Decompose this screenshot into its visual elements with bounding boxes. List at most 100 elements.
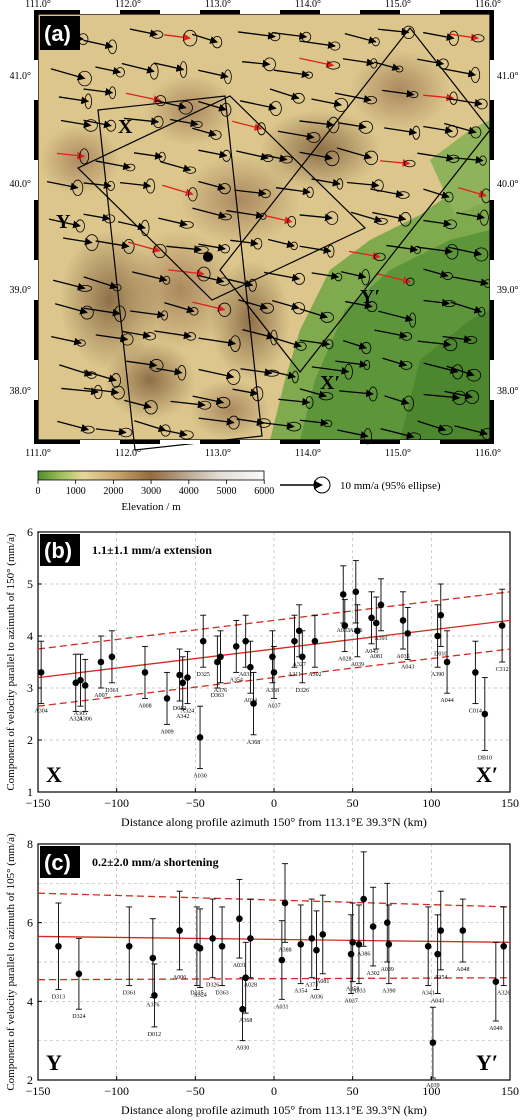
map-panel: X Y X′ Y′ [10, 0, 519, 513]
panel-tag-bg [40, 846, 80, 878]
lat-tick-label-right: 41.0° [497, 71, 519, 82]
station-label: A324 [181, 709, 194, 715]
data-point [176, 927, 183, 934]
error-ellipse [290, 241, 298, 251]
velocity-vector [378, 310, 414, 323]
velocity-vector [51, 336, 83, 346]
data-point [196, 944, 204, 952]
panel-tag-bg [40, 534, 80, 566]
velocity-vector [226, 209, 264, 220]
velocity-vector [131, 271, 168, 283]
velocity-vector [374, 329, 408, 339]
x-tick-label: 150 [501, 796, 519, 810]
error-ellipse [326, 61, 341, 70]
station-label: A358 [266, 688, 279, 694]
error-ellipse [257, 418, 271, 428]
velocity-vector [59, 364, 93, 377]
station-label: A302 [366, 971, 379, 977]
velocity-vector [61, 387, 99, 396]
error-ellipse [320, 311, 334, 323]
velocity-vector [122, 330, 151, 339]
velocity-vector [311, 366, 350, 375]
error-ellipse [184, 166, 197, 174]
station-label: A311 [288, 672, 301, 678]
error-ellipse [229, 335, 241, 352]
velocity-vector [423, 219, 452, 228]
error-ellipse [409, 91, 419, 99]
error-ellipse [401, 332, 413, 341]
station-label: D361 [123, 991, 136, 997]
velocity-vector [83, 307, 121, 317]
velocity-vector [164, 33, 191, 42]
data-point [218, 942, 226, 950]
velocity-vector [261, 154, 288, 163]
velocity-vector [442, 67, 477, 78]
data-point [498, 622, 506, 629]
data-point [399, 617, 407, 624]
error-ellipse [106, 180, 115, 191]
velocity-vector [156, 99, 187, 110]
velocity-vector [117, 221, 146, 231]
velocity-vector [129, 28, 158, 38]
data-point [385, 941, 393, 948]
error-ellipse [197, 266, 211, 282]
error-ellipse [373, 252, 386, 262]
error-ellipse [115, 67, 125, 78]
y-axis-label: Component of velocity parallel to azimut… [5, 533, 17, 791]
fit-annotation: 0.2±2.0 mm/a shortening [92, 855, 219, 869]
velocity-vector [311, 98, 342, 108]
data-point [437, 927, 445, 934]
error-ellipse [445, 244, 459, 260]
lon-tick-label-top: 115.0° [385, 0, 411, 10]
profile-chart-b: −150 −100 −50 0 50 100 150123456A304A324A305A3… [5, 525, 519, 829]
error-ellipse [292, 302, 306, 315]
velocity-vector [338, 122, 367, 131]
error-ellipse [400, 360, 413, 370]
error-ellipse [72, 179, 84, 196]
error-ellipse [260, 189, 271, 199]
velocity-vector [456, 212, 485, 221]
velocity-vector [198, 149, 228, 159]
station-label: A043 [431, 998, 444, 1004]
error-ellipse [448, 30, 459, 46]
data-point [404, 630, 412, 637]
velocity-vector [134, 420, 167, 433]
velocity-vector [345, 300, 373, 310]
station-label: A048 [456, 967, 469, 973]
velocity-vector [417, 340, 452, 348]
error-ellipse [280, 155, 293, 164]
velocity-vector [384, 395, 410, 406]
data-point [429, 1039, 437, 1046]
error-ellipse [479, 209, 489, 226]
velocity-vector [442, 335, 472, 343]
velocity-vector [446, 365, 475, 377]
velocity-vector [344, 32, 377, 44]
velocity-vector [267, 238, 295, 248]
error-ellipse [270, 329, 278, 346]
error-ellipse [295, 341, 307, 351]
lon-tick-label-bottom: 115.0° [385, 448, 411, 459]
velocity-vector [270, 370, 297, 380]
data-point [354, 627, 361, 635]
data-point [481, 710, 489, 718]
velocity-vector [417, 58, 445, 67]
lat-tick-label-right: 40.0° [497, 179, 519, 190]
error-ellipse [329, 41, 341, 51]
velocity-vector [278, 397, 311, 406]
error-ellipse [470, 66, 481, 83]
velocity-vector [448, 246, 483, 257]
error-ellipse [443, 338, 458, 352]
data-point [377, 601, 385, 609]
data-point [149, 954, 157, 962]
station-label: A324 [193, 993, 206, 999]
data-point [278, 956, 286, 964]
error-ellipse [471, 34, 485, 43]
error-ellipse [291, 370, 299, 384]
error-ellipse [119, 427, 133, 438]
velocity-vector [380, 159, 411, 167]
velocity-vector [417, 152, 455, 162]
error-ellipse [323, 419, 333, 428]
data-point [369, 923, 377, 930]
velocity-vector [236, 150, 269, 161]
error-ellipse [219, 183, 231, 195]
